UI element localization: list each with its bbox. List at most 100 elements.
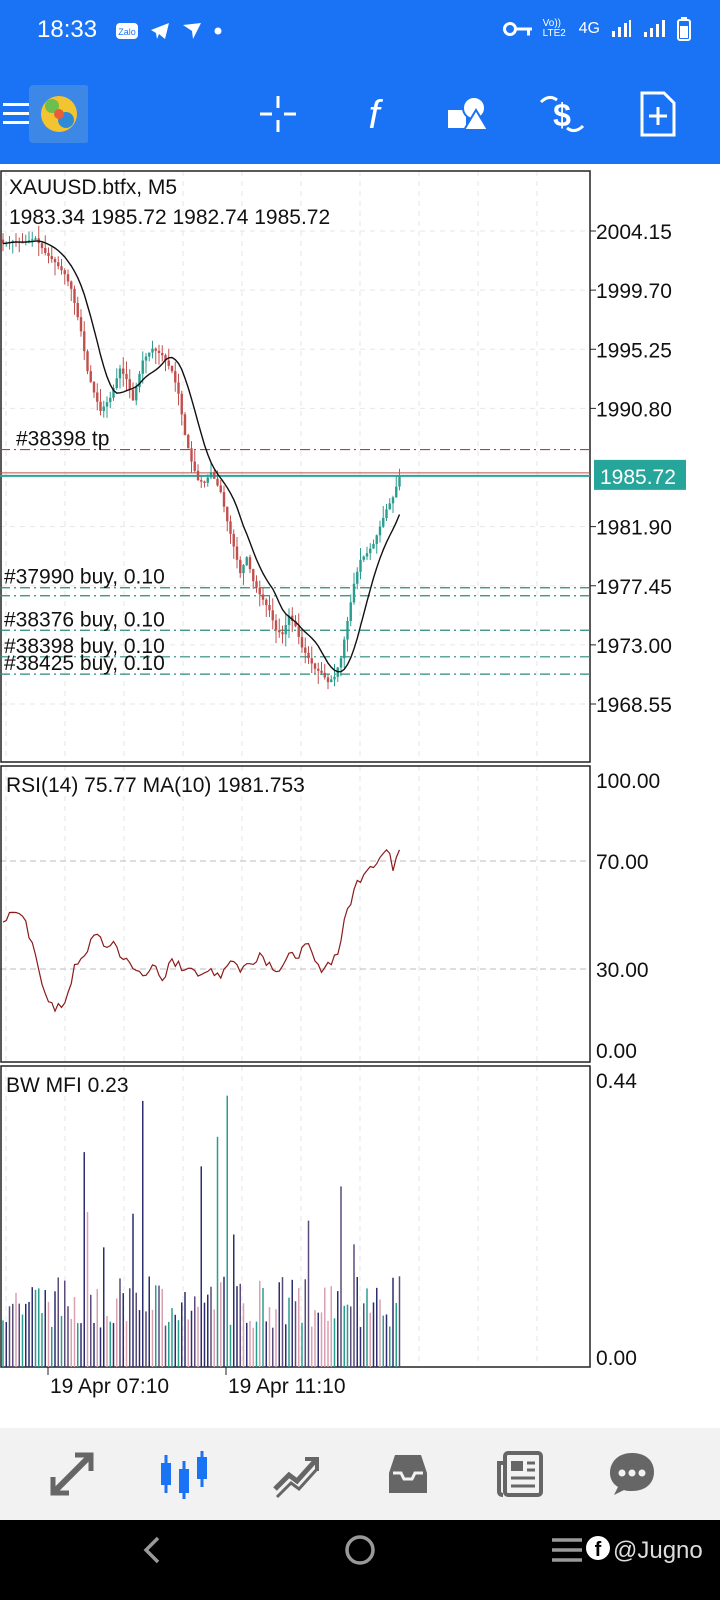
candle-body <box>297 626 300 637</box>
rsi-label: RSI(14) 75.77 MA(10) 1981.753 <box>6 774 305 797</box>
candle-body <box>323 672 326 678</box>
signal-icon <box>644 20 665 37</box>
candle-body <box>346 620 349 640</box>
candle-body <box>398 475 401 487</box>
trade-button[interactable]: $ <box>532 84 592 144</box>
back-icon[interactable] <box>143 1536 160 1564</box>
candle-body <box>50 256 53 260</box>
candle-body <box>310 658 313 664</box>
indicators-icon: f <box>368 93 383 136</box>
symbol-label: XAUUSD.btfx, M5 <box>9 176 177 199</box>
app-logo-button[interactable] <box>28 84 88 144</box>
candle-body <box>57 262 60 267</box>
candle-body <box>122 368 125 374</box>
nav-messages[interactable] <box>600 1442 664 1506</box>
recents-icon[interactable] <box>552 1538 582 1562</box>
time-axis: 19 Apr 07:10 19 Apr 11:10 <box>47 1367 346 1398</box>
app-logo <box>29 85 88 143</box>
candle-body <box>222 492 226 507</box>
candle-body <box>40 243 44 249</box>
candle-body <box>255 581 258 588</box>
candle-body <box>317 668 320 671</box>
watermark: @Jugno <box>613 1537 703 1564</box>
price-label: 1990.80 <box>596 398 672 421</box>
candle-body <box>53 259 57 263</box>
svg-text:$: $ <box>553 97 571 133</box>
candle-body <box>27 240 31 242</box>
nav-history[interactable] <box>376 1442 440 1506</box>
candle-body <box>239 559 242 574</box>
signal-icon <box>612 20 631 37</box>
crosshair-button[interactable] <box>248 84 308 144</box>
candle-body <box>300 636 304 648</box>
objects-icon <box>448 96 490 131</box>
candle-body <box>359 559 362 572</box>
nav-quotes[interactable] <box>40 1442 104 1506</box>
rsi-level-label: 100.00 <box>596 770 660 793</box>
candle-body <box>258 587 261 595</box>
candle-body <box>34 238 37 240</box>
candle-body <box>44 248 47 253</box>
price-label: 1968.55 <box>596 694 672 717</box>
candle-body <box>73 288 76 303</box>
candle-body <box>89 371 92 382</box>
bottom-navigation <box>0 1428 720 1520</box>
nav-news[interactable] <box>488 1442 552 1506</box>
candle-body <box>213 472 216 479</box>
candle-body <box>274 620 278 631</box>
candle-body <box>138 373 141 388</box>
candle-body <box>164 355 167 361</box>
candle-body <box>349 602 352 621</box>
chart-area[interactable]: #38398 tp #37990 buy, 0.10 #38376 buy, 0.1… <box>0 164 720 1428</box>
candle-body <box>76 302 79 318</box>
indicators-glyph: f <box>368 93 383 136</box>
svg-text:Zalo: Zalo <box>118 27 136 37</box>
objects-button[interactable] <box>438 84 498 144</box>
candle-body <box>356 571 359 584</box>
candle-body <box>183 414 187 435</box>
candle-body <box>203 481 206 483</box>
trade-icon: $ <box>539 95 585 133</box>
candle-body <box>287 615 291 625</box>
candle-body <box>174 371 177 383</box>
candle-body <box>206 477 209 483</box>
candle-body <box>47 252 50 257</box>
candle-body <box>372 543 375 549</box>
chart-frames <box>0 170 591 1368</box>
candle-body <box>157 350 161 354</box>
indicators-button[interactable]: f <box>344 84 404 144</box>
candle-body <box>248 557 252 570</box>
candle-body <box>112 388 115 398</box>
candle-body <box>102 406 105 412</box>
candle-body <box>268 605 271 611</box>
price-axis: 2004.15 1999.70 1995.25 1990.80 1981.90 1977.… <box>590 221 672 1370</box>
rsi-level-label: 70.00 <box>596 851 649 874</box>
rsi-line <box>2 849 401 1013</box>
new-order-icon <box>640 91 676 137</box>
candle-body <box>284 624 287 635</box>
candle-body <box>135 387 138 401</box>
nav-chart[interactable] <box>152 1442 216 1506</box>
candle-body <box>1 239 5 244</box>
home-icon[interactable] <box>345 1535 375 1565</box>
nav-trade[interactable] <box>264 1442 328 1506</box>
candle-body <box>109 397 112 403</box>
candle-body <box>193 461 196 471</box>
chart-canvas[interactable]: #38398 tp #37990 buy, 0.10 #38376 buy, 0.1… <box>0 164 720 1428</box>
price-label: 1973.00 <box>596 635 672 658</box>
price-label: 1977.45 <box>596 576 672 599</box>
candle-body <box>128 379 131 390</box>
new-order-button[interactable] <box>628 84 688 144</box>
candle-body <box>83 331 86 352</box>
candle-body <box>343 639 346 659</box>
candle-body <box>196 470 200 481</box>
telegram-icon <box>151 23 169 39</box>
svg-text:f: f <box>595 1539 602 1561</box>
candle-body <box>226 506 229 522</box>
candle-body <box>79 317 83 332</box>
mfi-histogram <box>2 1095 401 1367</box>
order-label: #38376 buy, 0.10 <box>4 608 165 631</box>
candle-body <box>365 553 369 557</box>
menu-button[interactable] <box>0 84 46 144</box>
ma-line <box>2 240 401 673</box>
